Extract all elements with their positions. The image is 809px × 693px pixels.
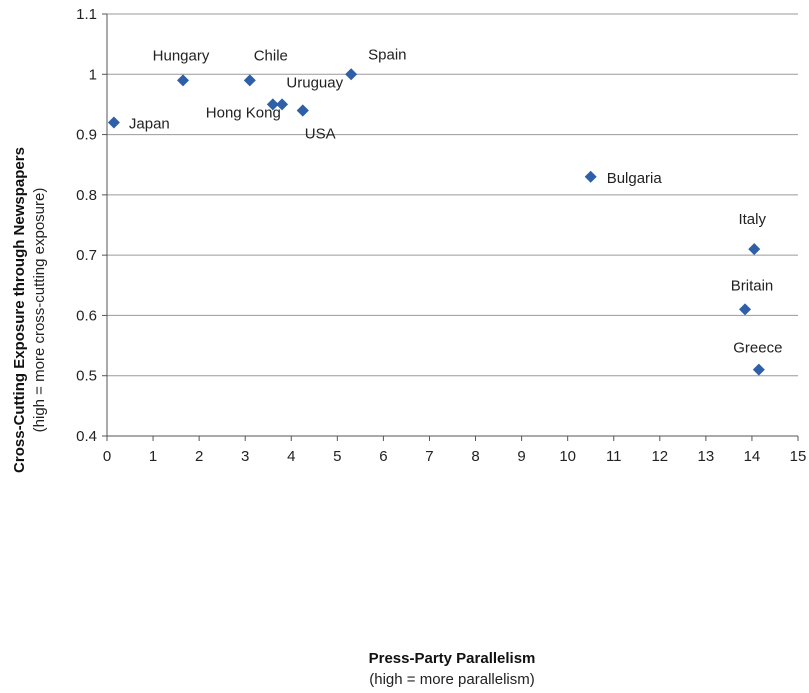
point-labels: Japan Hungary Chile Spain Hong Kong Uruguay US… xyxy=(129,46,783,356)
data-point xyxy=(584,170,597,183)
x-axis-title: Press-Party Parallelism xyxy=(369,650,536,667)
x-tick-label: 11 xyxy=(606,448,622,465)
point-label: Greece xyxy=(733,340,782,357)
point-label: Italy xyxy=(738,211,766,228)
x-tick-label: 14 xyxy=(744,448,761,465)
x-axis-subtitle: (high = more parallelism) xyxy=(369,671,534,688)
data-point xyxy=(748,243,761,256)
y-tick-label: 0.5 xyxy=(76,368,97,385)
x-tick-label: 13 xyxy=(698,448,715,465)
point-label: Uruguay xyxy=(286,74,343,91)
y-tick-labels: 0.4 0.5 0.6 0.7 0.8 0.9 1 1.1 xyxy=(76,6,107,445)
x-tick-label: 12 xyxy=(651,448,668,465)
point-label: Hungary xyxy=(153,47,210,64)
point-label: Japan xyxy=(129,116,170,133)
y-tick-label: 0.4 xyxy=(76,428,97,445)
point-label: Bulgaria xyxy=(607,170,663,187)
y-tick-label: 0.6 xyxy=(76,307,97,324)
y-tick-label: 0.7 xyxy=(76,247,97,264)
y-axis-subtitle: (high = more cross-cutting exposure) xyxy=(31,188,48,433)
x-tick-labels: 0 1 2 3 4 5 6 7 8 9 10 11 12 13 14 15 xyxy=(103,436,807,465)
x-tick-label: 6 xyxy=(379,448,387,465)
data-point xyxy=(107,116,120,129)
x-tick-label: 3 xyxy=(241,448,249,465)
point-label: Hong Kong xyxy=(206,104,281,121)
axes xyxy=(106,14,798,437)
y-axis-title: Cross-Cutting Exposure through Newspaper… xyxy=(11,147,28,473)
data-point xyxy=(243,74,256,87)
x-tick-label: 5 xyxy=(333,448,341,465)
grid-lines xyxy=(107,13,798,377)
data-points xyxy=(107,68,765,376)
x-tick-label: 10 xyxy=(559,448,576,465)
point-label: Chile xyxy=(254,47,288,64)
y-tick-label: 0.8 xyxy=(76,187,97,204)
point-label: Spain xyxy=(368,46,406,63)
data-point xyxy=(266,98,279,111)
x-tick-label: 9 xyxy=(517,448,525,465)
data-point xyxy=(276,98,289,111)
data-point xyxy=(739,303,752,316)
y-tick-label: 1.1 xyxy=(76,6,97,23)
x-tick-label: 2 xyxy=(195,448,203,465)
x-tick-label: 1 xyxy=(149,448,157,465)
data-point xyxy=(345,68,358,81)
x-tick-label: 4 xyxy=(287,448,295,465)
x-tick-label: 15 xyxy=(790,448,807,465)
y-tick-label: 0.9 xyxy=(76,127,97,144)
point-label: Britain xyxy=(731,277,774,294)
data-point xyxy=(177,74,190,87)
x-tick-label: 8 xyxy=(471,448,479,465)
x-tick-label: 7 xyxy=(425,448,433,465)
x-tick-label: 0 xyxy=(103,448,111,465)
data-point xyxy=(752,363,765,376)
y-tick-label: 1 xyxy=(89,66,97,83)
data-point xyxy=(296,104,309,117)
point-label: USA xyxy=(305,125,336,142)
